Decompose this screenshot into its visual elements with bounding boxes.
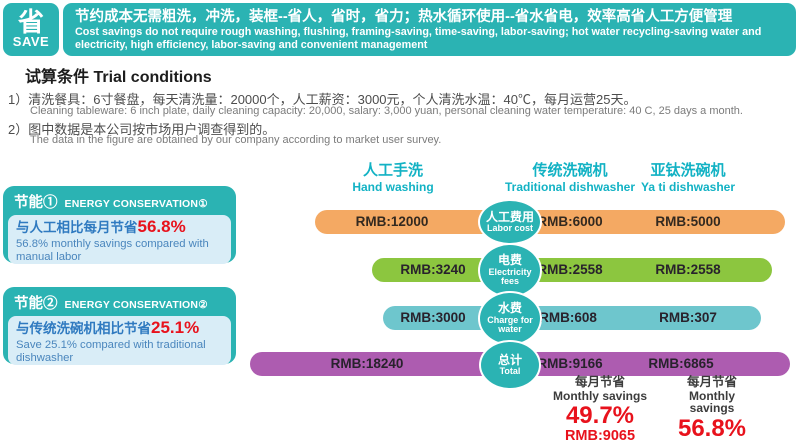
- row-circle-electricity-fees: 电费 Electricity fees: [478, 243, 542, 298]
- row-circle-electricity-fees-en: Electricity fees: [488, 266, 532, 287]
- monthly-savings-yati: 每月节省 Monthly savings 56.8% RMB:10360: [668, 375, 756, 441]
- trial-item-1-zh: 1）清洗餐具：6寸餐盘，每天清洗量：20000个，人工薪资：3000元，个人清洗…: [8, 92, 637, 107]
- value-labor-traditional: RMB:6000: [537, 214, 603, 229]
- trial-item-2-en: The data in the figure are obtained by o…: [30, 134, 442, 146]
- header-banner: 节约成本无需粗洗，冲洗，装框--省人，省时，省力；热水循环使用--省水省电，效率…: [63, 3, 796, 56]
- column-header-traditional-dishwasher-en: Traditional dishwasher: [504, 180, 636, 194]
- panel-1-headline-pct: 56.8%: [137, 217, 186, 236]
- save-badge-zh: 省: [17, 7, 44, 38]
- column-header-hand-washing-en: Hand washing: [352, 180, 434, 194]
- panel-2-headline-zh: 与传统洗碗机相比节省: [16, 321, 151, 336]
- monthly-savings-yati-zh: 每月节省: [686, 375, 737, 389]
- panel-2-tag-en: ENERGY CONSERVATION②: [64, 299, 208, 311]
- monthly-savings-traditional-zh: 每月节省: [574, 375, 626, 389]
- row-circle-total-en: Total: [499, 365, 521, 376]
- banner-title-en-line1: Cost savings do not require rough washin…: [75, 26, 762, 39]
- trial-conditions-title: 试算条件 Trial conditions: [25, 69, 212, 86]
- trial-item-2-zh: 2）图中数据是本公司按市场用户调查得到的。: [8, 122, 276, 137]
- value-total-hand-washing: RMB:18240: [330, 356, 404, 371]
- panel-1-headline: 与人工相比每月节省56.8%: [16, 217, 223, 237]
- value-electricity-traditional: RMB:2558: [537, 262, 603, 277]
- column-header-yati-dishwasher: 亚钛洗碗机 Ya ti dishwasher: [641, 162, 735, 194]
- row-circle-labor-cost-zh: 人工费用: [485, 209, 534, 224]
- panel-1-body: 与人工相比每月节省56.8% 56.8% monthly savings com…: [8, 215, 231, 264]
- banner-title-zh: 节约成本无需粗洗，冲洗，装框--省人，省时，省力；热水循环使用--省水省电，效率…: [75, 9, 733, 25]
- value-electricity-yati: RMB:2558: [655, 262, 721, 277]
- panel-2-tag-zh: 节能②: [14, 296, 58, 312]
- row-circle-water-charge-zh: 水费: [497, 301, 522, 316]
- value-water-yati: RMB:307: [659, 310, 717, 325]
- value-electricity-hand-washing: RMB:3240: [400, 262, 466, 277]
- panel-2-headline-pct: 25.1%: [151, 318, 200, 337]
- panel-2-headline: 与传统洗碗机相比节省25.1%: [16, 318, 223, 338]
- row-circle-water-charge: 水费 Charge for water: [478, 291, 542, 346]
- value-labor-yati: RMB:5000: [655, 214, 721, 229]
- monthly-savings-traditional: 每月节省 Monthly savings 49.7% RMB:9065: [552, 375, 648, 441]
- column-header-yati-dishwasher-zh: 亚钛洗碗机: [650, 162, 726, 179]
- trial-item-1-en: Cleaning tableware: 6 inch plate, daily …: [30, 105, 743, 117]
- row-circle-electricity-fees-zh: 电费: [497, 253, 522, 268]
- column-header-traditional-dishwasher: 传统洗碗机 Traditional dishwasher: [505, 162, 635, 194]
- energy-conservation-panel-2: 节能② ENERGY CONSERVATION② 与传统洗碗机相比节省25.1%…: [3, 287, 236, 365]
- value-total-yati: RMB:6865: [648, 356, 714, 371]
- save-badge: 省 SAVE: [3, 3, 59, 56]
- monthly-savings-traditional-pct: 49.7%: [565, 402, 635, 430]
- monthly-savings-yati-pct: 56.8%: [677, 414, 747, 441]
- bar-water-charge: [383, 306, 761, 330]
- row-circle-total-zh: 总计: [497, 352, 522, 367]
- column-header-yati-dishwasher-en: Ya ti dishwasher: [640, 180, 736, 194]
- row-circle-labor-cost: 人工费用 Labor cost: [478, 199, 542, 245]
- row-circle-labor-cost-en: Labor cost: [486, 222, 533, 233]
- panel-1-tag-en: ENERGY CONSERVATION①: [64, 198, 208, 210]
- value-water-traditional: RMB:608: [539, 310, 597, 325]
- value-total-traditional: RMB:9166: [537, 356, 603, 371]
- monthly-savings-traditional-en: Monthly savings: [552, 388, 648, 403]
- panel-1-tagline: 节能① ENERGY CONSERVATION①: [8, 190, 231, 215]
- save-badge-en: SAVE: [12, 34, 50, 50]
- monthly-savings-yati-en: Monthly savings: [689, 388, 735, 416]
- banner-title-en-line2: electricity, high efficiency, labor-savi…: [75, 38, 428, 51]
- panel-2-description: Save 25.1% compared with traditional dis…: [16, 339, 206, 364]
- energy-conservation-panel-1: 节能① ENERGY CONSERVATION① 与人工相比每月节省56.8% …: [3, 186, 236, 264]
- panel-1-headline-zh: 与人工相比每月节省: [16, 220, 138, 235]
- monthly-savings-traditional-rmb: RMB:9065: [564, 427, 636, 441]
- column-header-hand-washing-zh: 人工手洗: [362, 162, 423, 179]
- panel-1-tag-zh: 节能①: [14, 195, 58, 211]
- panel-2-body: 与传统洗碗机相比节省25.1% Save 25.1% compared with…: [8, 316, 231, 365]
- value-water-hand-washing: RMB:3000: [400, 310, 466, 325]
- bar-labor-cost: [315, 210, 785, 234]
- bar-electricity-fees: [372, 258, 772, 282]
- row-circle-water-charge-en: Charge for water: [487, 314, 533, 335]
- panel-2-tagline: 节能② ENERGY CONSERVATION②: [8, 291, 231, 316]
- column-header-traditional-dishwasher-zh: 传统洗碗机: [532, 162, 608, 179]
- panel-1-description: 56.8% monthly savings compared with manu…: [16, 238, 209, 263]
- column-header-hand-washing: 人工手洗 Hand washing: [352, 162, 433, 194]
- row-circle-total: 总计 Total: [479, 340, 541, 390]
- value-labor-hand-washing: RMB:12000: [355, 214, 429, 229]
